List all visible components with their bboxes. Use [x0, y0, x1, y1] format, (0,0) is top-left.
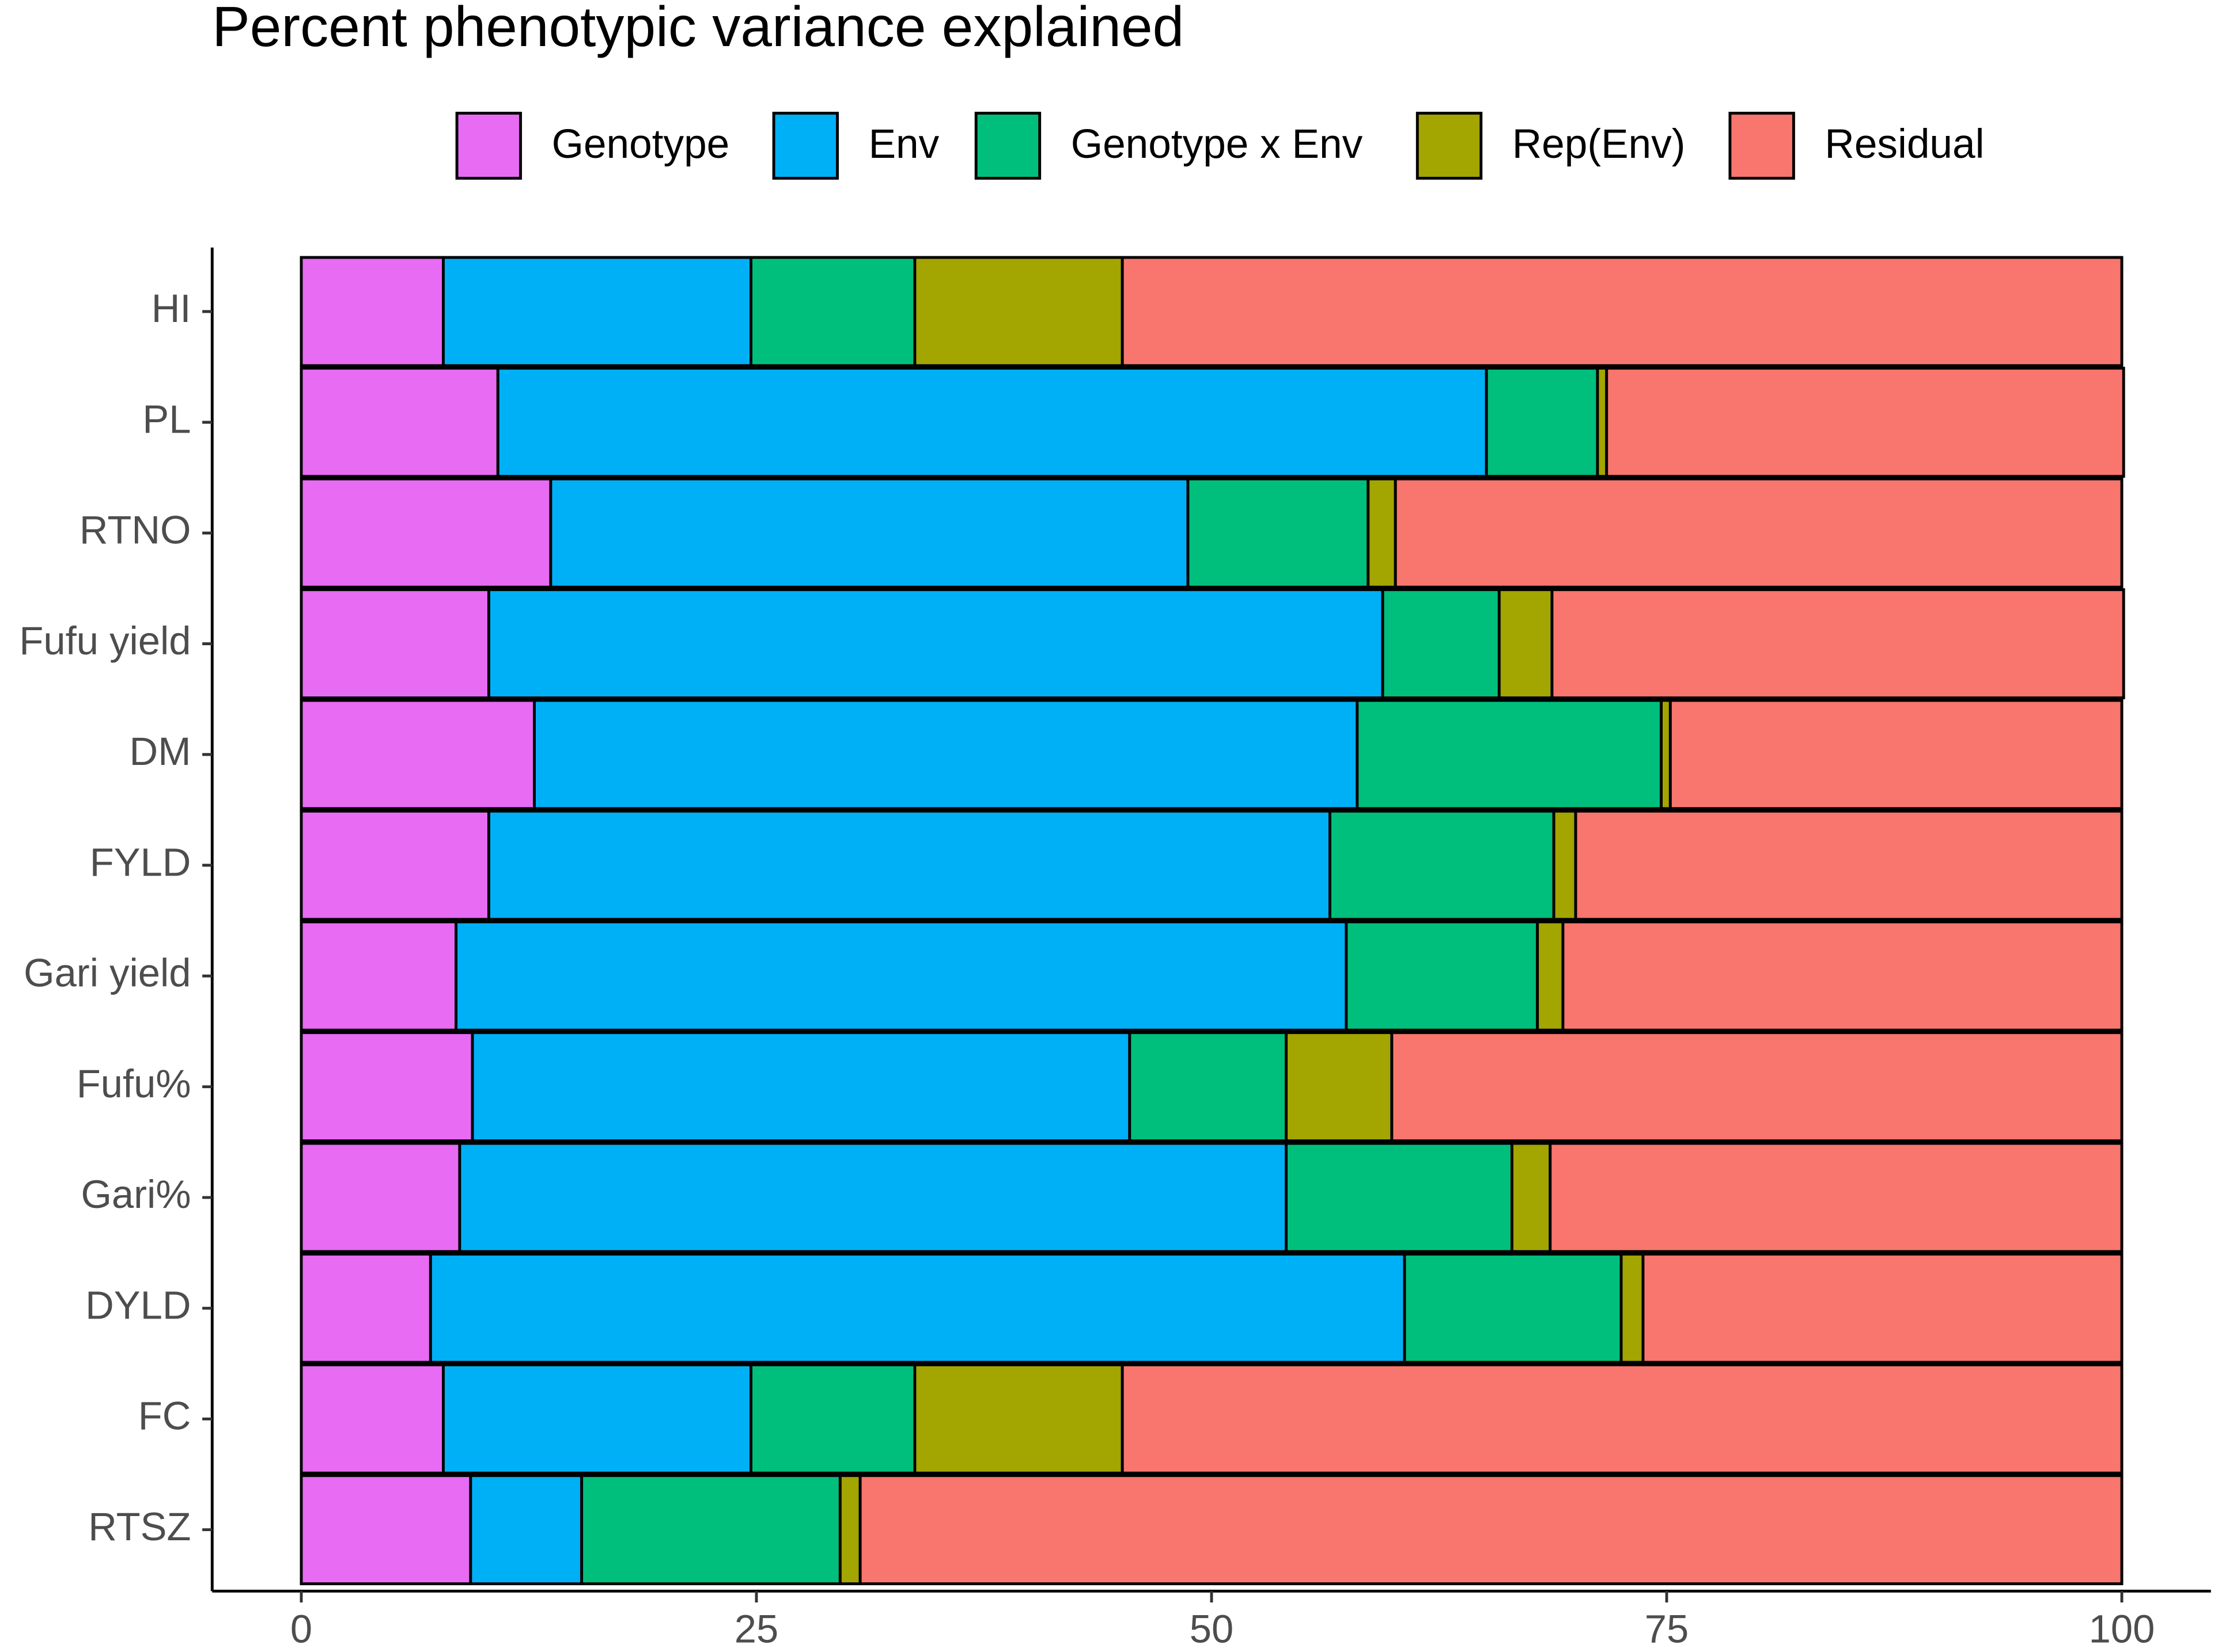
legend-label: Genotype x Env: [1071, 122, 1363, 167]
bar-segment: [1403, 1252, 1623, 1364]
x-tick-label: 25: [735, 1607, 778, 1651]
y-tick-label: Fufu yield: [19, 619, 191, 663]
legend-label: Env: [869, 122, 940, 167]
bar-segment: [300, 256, 445, 367]
legend-label: Genotype: [552, 122, 730, 167]
legend-label: Rep(Env): [1512, 122, 1686, 167]
y-tick-label: RTSZ: [88, 1505, 191, 1549]
bar-segment: [1605, 366, 2125, 478]
bar-segment: [1641, 1252, 2124, 1364]
bar-segment: [1536, 920, 1565, 1032]
bar-segment: [1367, 478, 1397, 589]
bar-segment: [1552, 809, 1577, 921]
bar-segment: [1497, 588, 1554, 699]
bar-segment: [549, 478, 1190, 589]
y-tick-label: Gari%: [81, 1172, 191, 1217]
bar-segment: [300, 366, 499, 478]
y-tick-label: FYLD: [90, 840, 191, 884]
bar-segment: [469, 1474, 584, 1586]
y-tick-label: HI: [152, 286, 191, 331]
bar-segment: [496, 366, 1488, 478]
bar-segment: [442, 1363, 752, 1475]
bar-segment: [1510, 1142, 1552, 1253]
bar-segment: [442, 256, 752, 367]
bar-segment: [580, 1474, 842, 1586]
bar-segment: [1390, 1031, 2124, 1143]
chart-title: Percent phenotypic variance explained: [212, 0, 1184, 58]
bar-segment: [300, 588, 490, 699]
x-tick-label: 50: [1190, 1607, 1233, 1651]
y-tick-label: DM: [130, 729, 191, 774]
x-tick-label: 0: [290, 1607, 312, 1651]
y-tick-label: RTNO: [80, 508, 191, 552]
bar-segment: [300, 809, 490, 921]
bar-segment: [300, 920, 458, 1032]
bar-segment: [750, 1363, 917, 1475]
bar-segment: [300, 1474, 472, 1586]
bar-segment: [487, 809, 1331, 921]
legend-swatch: [974, 112, 1042, 180]
y-tick-label: Gari yield: [24, 951, 191, 995]
bar-segment: [455, 920, 1348, 1032]
bar-segment: [300, 1363, 445, 1475]
bar-segment: [1328, 809, 1555, 921]
bar-segment: [913, 256, 1124, 367]
bar-segment: [533, 699, 1359, 810]
bar-segment: [1128, 1031, 1288, 1143]
bar-segment: [1668, 699, 2124, 810]
bar-segment: [300, 478, 552, 589]
bar-segment: [1356, 699, 1663, 810]
y-tick-label: Fufu%: [77, 1062, 191, 1106]
bar-segment: [1619, 1252, 1645, 1364]
legend-label: Residual: [1825, 122, 1984, 167]
bar-segment: [1121, 1363, 2124, 1475]
x-tick-label: 100: [2089, 1607, 2155, 1651]
bar-segment: [1285, 1031, 1394, 1143]
bar-segment: [1121, 256, 2124, 367]
bar-segment: [471, 1031, 1131, 1143]
y-tick-label: PL: [142, 397, 191, 441]
legend-swatch: [772, 112, 839, 180]
x-tick-label: 75: [1645, 1607, 1689, 1651]
bar-segment: [838, 1474, 862, 1586]
bar-segment: [300, 1252, 432, 1364]
bar-segment: [858, 1474, 2124, 1586]
bar-segment: [1574, 809, 2124, 921]
bar-segment: [300, 1142, 461, 1253]
bar-segment: [1550, 588, 2125, 699]
legend-swatch: [1415, 112, 1483, 180]
bar-segment: [458, 1142, 1288, 1253]
bar-segment: [750, 256, 917, 367]
y-tick-label: DYLD: [85, 1283, 191, 1327]
legend-swatch: [455, 112, 523, 180]
y-tick-label: FC: [138, 1394, 191, 1438]
bar-segment: [487, 588, 1384, 699]
bar-segment: [1381, 588, 1501, 699]
bar-segment: [913, 1363, 1124, 1475]
legend-swatch: [1728, 112, 1795, 180]
bar-segment: [1345, 920, 1539, 1032]
bar-segment: [1285, 1142, 1513, 1253]
bar-segment: [1485, 366, 1599, 478]
bar-segment: [1561, 920, 2124, 1032]
bar-segment: [1549, 1142, 2124, 1253]
bar-segment: [300, 1031, 474, 1143]
bar-segment: [1186, 478, 1370, 589]
bar-segment: [1394, 478, 2124, 589]
bar-segment: [429, 1252, 1406, 1364]
bar-segment: [300, 699, 536, 810]
